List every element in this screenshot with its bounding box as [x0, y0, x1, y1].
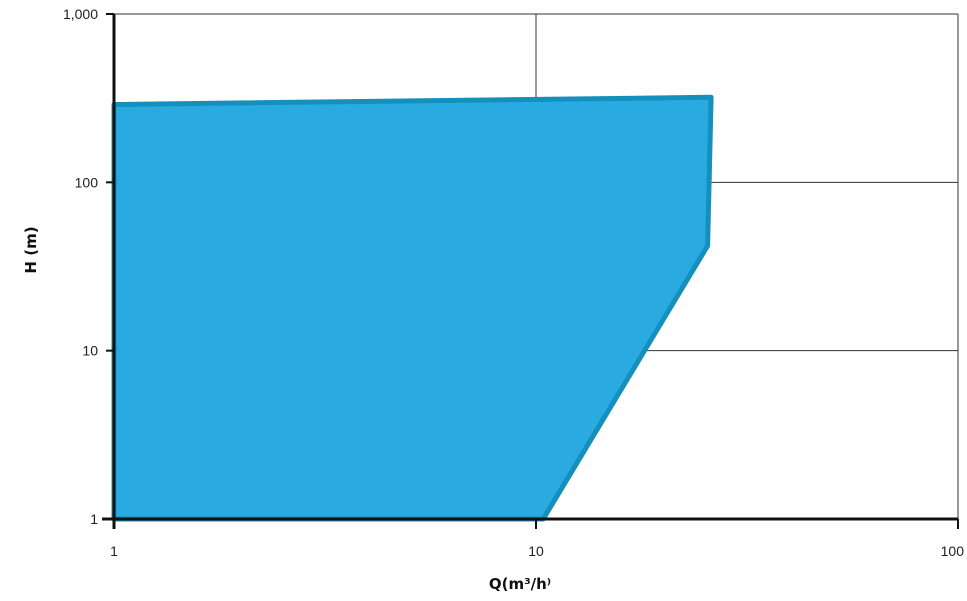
y-tick-label: 100: [75, 174, 99, 190]
x-axis-title: Q(m³/h⁾: [489, 575, 551, 593]
tick-labels: 1 10 100 1,000 1 10 100: [63, 6, 964, 559]
series-layer: [111, 94, 714, 522]
x-tick-label: 1: [110, 543, 118, 559]
y-tick-label: 1,000: [63, 6, 98, 22]
series-area-0: [111, 94, 714, 522]
x-tick-label: 10: [528, 543, 544, 559]
axes: [102, 13, 959, 529]
y-tick-label: 10: [82, 343, 98, 359]
y-tick-label: 1: [90, 511, 98, 527]
y-axis-title: H (m): [22, 226, 40, 273]
x-tick-label: 100: [941, 543, 965, 559]
